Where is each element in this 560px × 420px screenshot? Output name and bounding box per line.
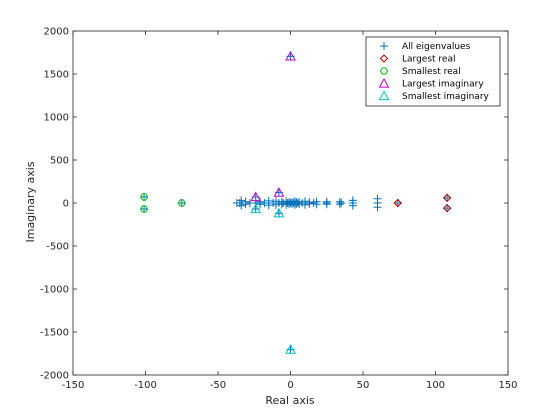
- data-point: [273, 187, 285, 197]
- legend: All eigenvalues Largest real Smallest real…: [365, 36, 501, 107]
- x-tick-label: -100: [134, 380, 157, 391]
- y-tick-label: 1000: [44, 113, 69, 124]
- y-tick-label: 500: [50, 156, 69, 167]
- data-point: [285, 344, 296, 354]
- legend-marker: [379, 54, 389, 63]
- y-tick-label: 0: [63, 199, 69, 210]
- y-tick-label: -2000: [40, 371, 69, 382]
- legend-marker: [380, 42, 388, 50]
- data-point: [348, 199, 357, 207]
- y-tick-label: -1500: [40, 328, 69, 339]
- legend-entry-label: Largest real: [402, 55, 455, 65]
- data-point: [245, 199, 254, 207]
- data-point: [393, 199, 402, 207]
- data-point: [443, 204, 452, 213]
- data-point: [285, 50, 296, 61]
- data-point: [139, 193, 149, 201]
- x-axis-label: Real axis: [265, 394, 315, 407]
- y-tick-label: -500: [46, 242, 69, 253]
- y-tick-label: 1500: [44, 70, 69, 81]
- series-4: [250, 203, 296, 354]
- x-tick-label: 50: [357, 380, 370, 391]
- legend-marker: [378, 90, 390, 101]
- legend-entry-label: Largest imaginary: [402, 80, 484, 90]
- data-point: [264, 201, 273, 210]
- x-tick-label: 150: [498, 380, 517, 391]
- data-point: [322, 199, 331, 207]
- x-tick-label: -50: [210, 380, 226, 391]
- y-tick-label: -1000: [40, 285, 69, 296]
- data-point: [393, 198, 403, 208]
- data-point: [442, 203, 452, 213]
- data-point: [232, 199, 241, 207]
- data-markers: [139, 50, 452, 354]
- x-tick-label: 0: [287, 380, 293, 391]
- data-point: [309, 199, 318, 207]
- legend-entry-label: Smallest imaginary: [402, 92, 490, 102]
- data-point: [177, 199, 186, 207]
- data-point: [443, 193, 452, 202]
- data-point: [260, 199, 269, 207]
- data-point: [273, 207, 285, 218]
- data-point: [442, 193, 452, 203]
- data-point: [241, 200, 250, 209]
- data-point: [373, 199, 382, 207]
- data-point: [269, 199, 278, 207]
- legend-entry-label: Smallest real: [402, 67, 461, 77]
- data-point: [256, 200, 265, 209]
- data-point: [250, 191, 262, 202]
- y-axis-label: Imaginary axis: [24, 161, 37, 242]
- series-1: [393, 193, 452, 213]
- data-point: [139, 205, 149, 213]
- data-point: [337, 199, 346, 207]
- series-3: [250, 50, 296, 202]
- data-point: [335, 200, 344, 209]
- x-tick-label: 100: [426, 380, 445, 391]
- legend-marker: [378, 77, 390, 88]
- legend-marker: [379, 67, 389, 75]
- data-point: [250, 203, 262, 214]
- axes: -150 -100 -50 0 50 100 150-2000-1500-1000-5000…: [40, 27, 518, 392]
- series-2: [139, 193, 186, 213]
- x-tick-label: -150: [62, 380, 85, 391]
- y-tick-label: 2000: [44, 27, 69, 38]
- legend-entry-label: All eigenvalues: [402, 42, 471, 52]
- legend-box: [365, 36, 501, 107]
- data-point: [305, 199, 314, 208]
